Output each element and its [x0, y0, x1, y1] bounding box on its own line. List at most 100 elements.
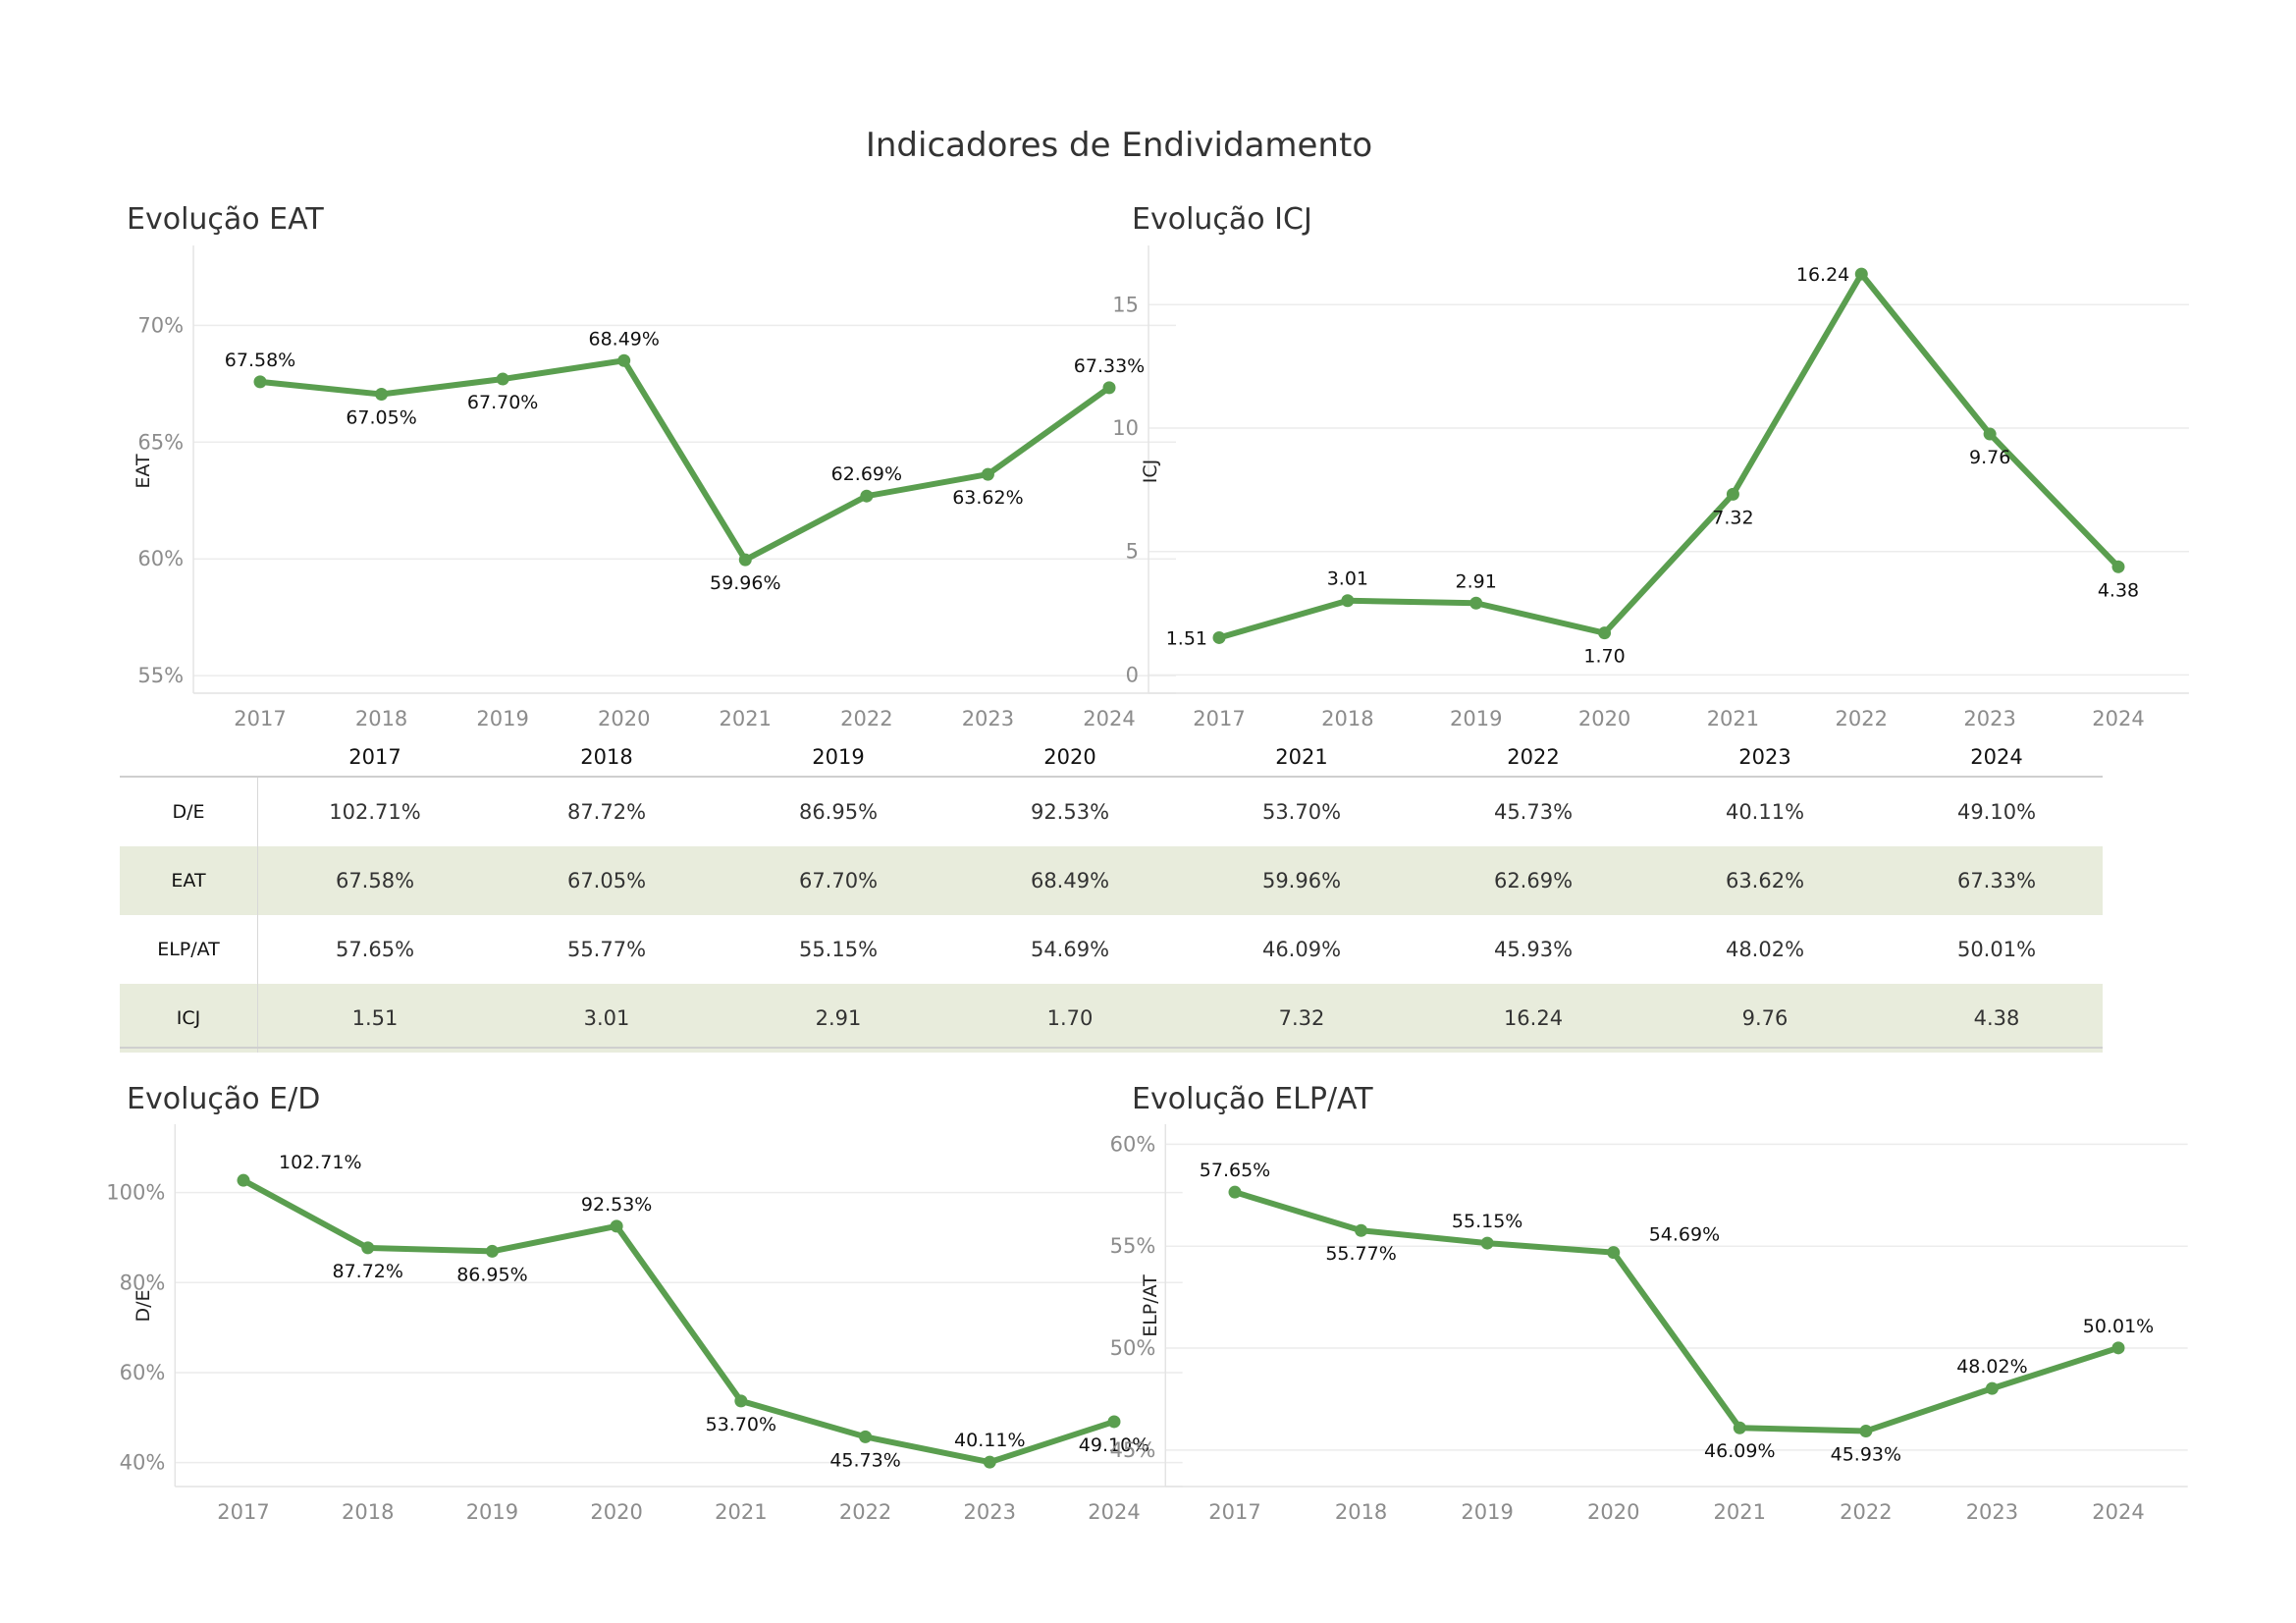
data-point [2111, 1341, 2125, 1355]
table-header: 2017 2018 2019 2020 2021 2022 2023 2024 [120, 738, 2103, 778]
y-axis-label: ELP/AT [1140, 1274, 1161, 1337]
data-point [738, 553, 752, 567]
table-cell: 63.62% [1725, 869, 1805, 893]
table-header-year: 2017 [348, 745, 401, 769]
x-tick-label: 2022 [1836, 707, 1888, 730]
row-label: ICJ [176, 1007, 201, 1029]
data-label: 48.02% [1956, 1356, 2027, 1378]
x-tick-label: 2018 [1335, 1500, 1387, 1524]
data-point [1983, 427, 1997, 441]
table-cell: 40.11% [1725, 800, 1805, 824]
data-point [1107, 1415, 1121, 1429]
data-point [1985, 1381, 1999, 1395]
table-cell: 9.76 [1741, 1006, 1789, 1030]
data-point [1355, 1223, 1368, 1237]
x-tick-label: 2023 [1963, 707, 2015, 730]
row-separator [257, 984, 258, 1053]
y-tick-label: 60% [1110, 1132, 1156, 1156]
x-tick-label: 2020 [1578, 707, 1630, 730]
data-label: 67.70% [467, 392, 538, 413]
data-label: 102.71% [279, 1152, 362, 1173]
data-point [1212, 630, 1226, 644]
table-cell: 68.49% [1030, 869, 1110, 893]
data-point [981, 467, 994, 481]
y-tick-label: 15 [1112, 293, 1139, 316]
x-tick-label: 2018 [1321, 707, 1373, 730]
data-label: 16.24 [1796, 264, 1849, 286]
data-point [610, 1219, 623, 1233]
table-cell: 102.71% [329, 800, 421, 824]
data-label: 9.76 [1969, 447, 2010, 468]
table-cell: 54.69% [1030, 938, 1110, 961]
table-header-year: 2022 [1507, 745, 1560, 769]
table-bottom-border [120, 1047, 2103, 1049]
data-point [1854, 267, 1868, 281]
data-point [617, 353, 631, 367]
table-cell: 62.69% [1493, 869, 1574, 893]
table-cell: 55.77% [566, 938, 647, 961]
table-cell: 67.33% [1956, 869, 2037, 893]
table-row-icj: ICJ 1.51 3.01 2.91 1.70 7.32 16.24 9.76 … [120, 984, 2103, 1053]
table-cell: 67.70% [798, 869, 879, 893]
data-label: 1.70 [1583, 646, 1625, 668]
data-point [1726, 487, 1739, 501]
x-tick-label: 2019 [466, 1500, 518, 1524]
x-tick-label: 2019 [1461, 1500, 1513, 1524]
data-label: 59.96% [710, 572, 780, 594]
x-tick-label: 2021 [715, 1500, 767, 1524]
table-row-de: D/E 102.71% 87.72% 86.95% 92.53% 53.70% … [120, 778, 2103, 846]
x-tick-label: 2017 [234, 707, 286, 730]
data-label: 7.32 [1712, 507, 1753, 528]
row-separator [257, 778, 258, 846]
x-tick-label: 2020 [1587, 1500, 1639, 1524]
data-point [1480, 1236, 1494, 1250]
data-label: 3.01 [1327, 568, 1368, 590]
table-cell: 57.65% [335, 938, 415, 961]
y-tick-label: 60% [120, 1361, 166, 1384]
x-tick-label: 2024 [2092, 707, 2144, 730]
data-label: 4.38 [2098, 579, 2139, 601]
table-header-year: 2024 [1970, 745, 2023, 769]
table-cell: 46.09% [1261, 938, 1342, 961]
y-axis-label: ICJ [1140, 460, 1161, 483]
data-point [2111, 560, 2125, 573]
data-label: 40.11% [954, 1430, 1025, 1451]
table-cell: 1.70 [1046, 1006, 1094, 1030]
data-label: 63.62% [952, 487, 1023, 509]
table-cell: 55.15% [798, 938, 879, 961]
table-cell: 53.70% [1261, 800, 1342, 824]
chart-title-eat: Evolução EAT [127, 202, 324, 237]
data-point [983, 1455, 996, 1469]
chart-title-elpat: Evolução ELP/AT [1132, 1082, 1373, 1116]
x-tick-label: 2024 [1083, 707, 1135, 730]
x-tick-label: 2017 [217, 1500, 269, 1524]
data-point [496, 372, 509, 386]
data-point [485, 1244, 499, 1258]
table-cell: 4.38 [1973, 1006, 2020, 1030]
data-point [1341, 594, 1355, 608]
table-header-year: 2023 [1738, 745, 1791, 769]
table-cell: 45.73% [1493, 800, 1574, 824]
x-tick-label: 2022 [1840, 1500, 1892, 1524]
data-label: 87.72% [332, 1261, 402, 1282]
y-tick-label: 70% [137, 313, 184, 337]
data-label: 57.65% [1200, 1160, 1270, 1181]
row-separator [257, 846, 258, 915]
data-label: 49.10% [1079, 1434, 1149, 1456]
x-tick-label: 2021 [1714, 1500, 1766, 1524]
data-label: 2.91 [1456, 570, 1497, 592]
table-cell: 48.02% [1725, 938, 1805, 961]
x-tick-label: 2021 [1707, 707, 1759, 730]
table-cell: 49.10% [1956, 800, 2037, 824]
table-cell: 86.95% [798, 800, 879, 824]
series-line [240, 1177, 1117, 1466]
y-tick-label: 0 [1126, 663, 1139, 686]
table-cell: 2.91 [815, 1006, 862, 1030]
data-label: 53.70% [706, 1414, 776, 1435]
data-point [734, 1394, 748, 1408]
x-tick-label: 2024 [1088, 1500, 1140, 1524]
